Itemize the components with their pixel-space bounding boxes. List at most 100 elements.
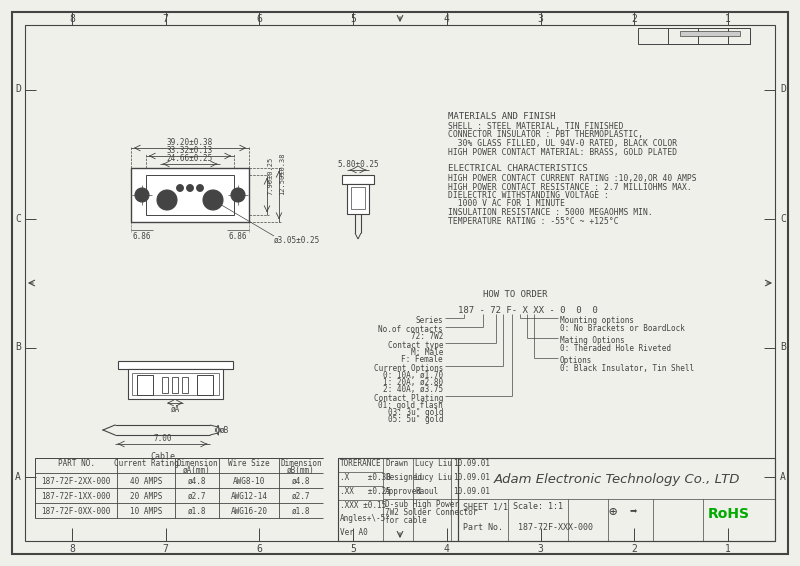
Bar xyxy=(728,28,750,44)
Text: øA(mm): øA(mm) xyxy=(183,466,211,475)
Text: Dimension: Dimension xyxy=(280,459,322,468)
Text: Mating Options: Mating Options xyxy=(560,336,625,345)
Text: D: D xyxy=(15,84,21,95)
Text: 3: 3 xyxy=(538,544,543,554)
Text: 10.09.01: 10.09.01 xyxy=(453,473,490,482)
Text: Contact Plating: Contact Plating xyxy=(374,394,443,403)
Text: RoHS: RoHS xyxy=(708,507,750,521)
Text: 187-72F-0XX-000: 187-72F-0XX-000 xyxy=(42,507,110,516)
Text: PART NO.: PART NO. xyxy=(58,459,94,468)
Text: 10 AMPS: 10 AMPS xyxy=(130,507,162,516)
Text: HIGH POWER CONTACT CURRENT RATING :10,20,OR 40 AMPS: HIGH POWER CONTACT CURRENT RATING :10,20… xyxy=(448,174,697,183)
Text: 1000 V AC FOR 1 MINUTE: 1000 V AC FOR 1 MINUTE xyxy=(448,199,565,208)
Bar xyxy=(668,28,698,44)
Text: 03: 3u" gold: 03: 3u" gold xyxy=(387,408,443,417)
Text: 20 AMPS: 20 AMPS xyxy=(130,492,162,501)
Bar xyxy=(131,373,218,395)
Text: 7: 7 xyxy=(162,14,169,24)
Bar xyxy=(351,187,365,209)
Text: B: B xyxy=(15,342,21,353)
Text: ø4.8: ø4.8 xyxy=(188,477,206,486)
Text: HOW TO ORDER: HOW TO ORDER xyxy=(483,290,547,299)
Text: Dimension: Dimension xyxy=(176,459,218,468)
Text: A: A xyxy=(780,471,786,482)
Circle shape xyxy=(186,185,194,191)
Text: Lucy Liu: Lucy Liu xyxy=(415,459,452,468)
Text: 72: 7W2: 72: 7W2 xyxy=(410,332,443,341)
Bar xyxy=(162,377,168,393)
Text: ⊕: ⊕ xyxy=(609,505,617,519)
Text: 6.86: 6.86 xyxy=(229,232,247,241)
Circle shape xyxy=(178,187,182,190)
Text: Cable: Cable xyxy=(150,452,175,461)
Text: 05: 5u" gold: 05: 5u" gold xyxy=(387,415,443,424)
Circle shape xyxy=(161,194,173,206)
Text: 5.80±0.25: 5.80±0.25 xyxy=(337,160,379,169)
Bar xyxy=(127,369,222,399)
Text: 0: No Brackets or BoardLock: 0: No Brackets or BoardLock xyxy=(560,324,685,333)
Text: 4: 4 xyxy=(444,544,450,554)
Text: Designed: Designed xyxy=(385,473,422,482)
Circle shape xyxy=(198,187,202,190)
Text: 8: 8 xyxy=(69,544,75,554)
Text: ø1.8: ø1.8 xyxy=(188,507,206,516)
Text: Approved: Approved xyxy=(385,487,422,496)
Circle shape xyxy=(231,188,245,202)
Text: 187-72F-XXX-000: 187-72F-XXX-000 xyxy=(518,523,593,532)
Bar xyxy=(146,175,234,215)
Text: TORERANCE: TORERANCE xyxy=(340,459,382,468)
Text: 1: 1 xyxy=(725,544,731,554)
Bar xyxy=(197,375,213,395)
Text: 39.20±0.38: 39.20±0.38 xyxy=(167,138,213,147)
Text: D-sub High Power: D-sub High Power xyxy=(385,500,459,509)
Bar xyxy=(338,458,458,541)
Text: 01: gold flash: 01: gold flash xyxy=(378,401,443,410)
Text: 7: 7 xyxy=(162,544,169,554)
Text: Wire Size: Wire Size xyxy=(228,459,270,468)
Text: 7.90±0.25: 7.90±0.25 xyxy=(267,157,273,195)
Text: ø1.8: ø1.8 xyxy=(292,507,310,516)
Text: Current Options: Current Options xyxy=(374,364,443,373)
Text: 10.09.01: 10.09.01 xyxy=(453,459,490,468)
Text: SHELL : STEEL MATERIAL, TIN FINISHED: SHELL : STEEL MATERIAL, TIN FINISHED xyxy=(448,122,623,131)
Text: INSULATION RESISTANCE : 5000 MEGAOHMS MIN.: INSULATION RESISTANCE : 5000 MEGAOHMS MI… xyxy=(448,208,653,217)
Text: 2: 40A, ø3.75: 2: 40A, ø3.75 xyxy=(383,385,443,394)
Bar xyxy=(638,28,750,44)
Text: ø4.8: ø4.8 xyxy=(292,477,310,486)
Text: øB: øB xyxy=(220,426,230,435)
Bar xyxy=(137,375,153,395)
Text: 0: 10A, ø1.70: 0: 10A, ø1.70 xyxy=(383,371,443,380)
Bar xyxy=(172,377,178,393)
Text: 6: 6 xyxy=(257,544,262,554)
Text: 6.86: 6.86 xyxy=(133,232,151,241)
Text: DIELECTRIC WITHSTANDING VOLTAGE :: DIELECTRIC WITHSTANDING VOLTAGE : xyxy=(448,191,609,200)
Text: 40 AMPS: 40 AMPS xyxy=(130,477,162,486)
Text: AWG12-14: AWG12-14 xyxy=(230,492,267,501)
Circle shape xyxy=(135,188,149,202)
Text: AWG16-20: AWG16-20 xyxy=(230,507,267,516)
Text: MATERIALS AND FINISH: MATERIALS AND FINISH xyxy=(448,112,555,121)
Text: CONNECTOR INSULATOR : PBT THERMOPLASTIC,: CONNECTOR INSULATOR : PBT THERMOPLASTIC, xyxy=(448,131,643,139)
Text: Current Rating: Current Rating xyxy=(114,459,178,468)
Text: TEMPERATURE RATING : -55°C ~ +125°C: TEMPERATURE RATING : -55°C ~ +125°C xyxy=(448,217,618,225)
Bar xyxy=(347,184,369,214)
Bar xyxy=(680,31,740,36)
Text: C: C xyxy=(780,213,786,224)
Circle shape xyxy=(177,185,183,191)
Text: 5: 5 xyxy=(350,544,356,554)
Text: 8: 8 xyxy=(69,14,75,24)
Text: F: Female: F: Female xyxy=(402,355,443,364)
Text: 4: 4 xyxy=(444,14,450,24)
Text: .X    ±0.38: .X ±0.38 xyxy=(340,473,391,482)
Text: .XXX ±0.15: .XXX ±0.15 xyxy=(340,501,386,510)
Text: 187-72F-2XX-000: 187-72F-2XX-000 xyxy=(42,477,110,486)
Text: 0: Black Insulator, Tin Shell: 0: Black Insulator, Tin Shell xyxy=(560,364,694,373)
Text: ø2.7: ø2.7 xyxy=(188,492,206,501)
Bar xyxy=(342,175,374,184)
Text: Contact type: Contact type xyxy=(387,341,443,350)
Text: Mounting options: Mounting options xyxy=(560,316,634,325)
Text: for cable: for cable xyxy=(385,516,426,525)
Text: Drawn: Drawn xyxy=(385,459,408,468)
Text: 1: 20A, ø2.80: 1: 20A, ø2.80 xyxy=(383,378,443,387)
Text: A: A xyxy=(15,471,21,482)
